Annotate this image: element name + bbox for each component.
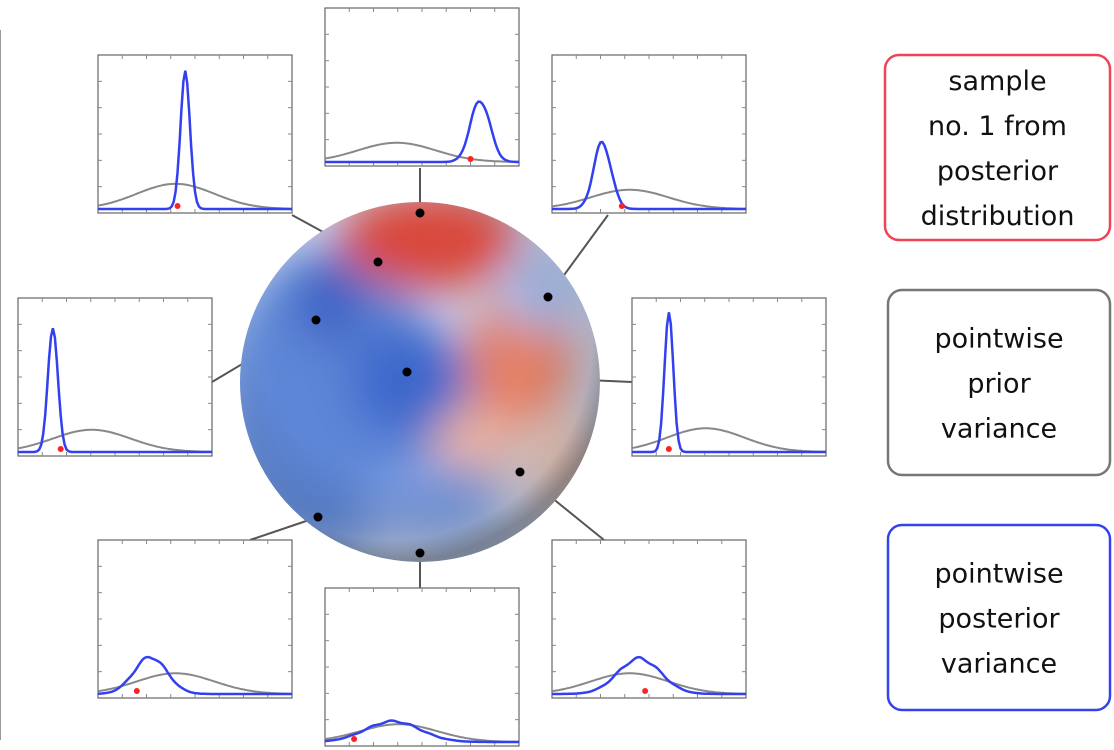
sample-point	[544, 293, 553, 302]
inset-plot	[552, 540, 746, 698]
legend: sample no. 1 from posterior distribution poi…	[885, 55, 1110, 710]
legend-label: variance	[941, 414, 1057, 445]
inset-plot	[18, 298, 212, 456]
legend-label: posterior	[938, 604, 1060, 635]
sample-point	[516, 468, 525, 477]
true-value	[642, 688, 648, 694]
legend-box: pointwise posterior variance	[888, 525, 1110, 710]
diagram: sample no. 1 from posterior distribution poi…	[0, 0, 1114, 750]
legend-label: pointwise	[934, 324, 1063, 355]
sample-point	[374, 258, 383, 267]
inset-plot	[98, 55, 292, 213]
true-value	[58, 446, 64, 452]
legend-label: no. 1 from	[928, 111, 1067, 142]
true-value	[666, 446, 672, 452]
plot-frame	[552, 55, 746, 213]
sample-point	[416, 209, 425, 218]
plot-frame	[552, 540, 746, 698]
legend-label: distribution	[921, 201, 1075, 232]
plot-frame	[325, 8, 519, 166]
sample-point	[416, 549, 425, 558]
true-value	[134, 688, 140, 694]
plot-frame	[325, 588, 519, 746]
legend-box: sample no. 1 from posterior distribution	[885, 55, 1110, 240]
legend-label: sample	[948, 66, 1046, 97]
legend-label: pointwise	[934, 559, 1063, 590]
legend-box: pointwise prior variance	[888, 290, 1110, 475]
inset-plot	[632, 298, 826, 456]
sample-point	[314, 513, 323, 522]
true-value	[619, 203, 625, 209]
sample-point	[312, 316, 321, 325]
sample-point	[403, 368, 412, 377]
plot-frame	[98, 540, 292, 698]
true-value	[175, 203, 181, 209]
inset-plot	[325, 588, 519, 746]
inset-plot	[552, 55, 746, 213]
legend-label: prior	[967, 369, 1031, 400]
true-value	[351, 736, 357, 742]
inset-plot	[98, 540, 292, 698]
legend-label: variance	[941, 649, 1057, 680]
inset-plot	[325, 8, 519, 166]
legend-label: posterior	[937, 156, 1059, 187]
page: {"boxes": [ {"lines": ["sample", "no. 1 …	[0, 0, 1114, 750]
sphere	[220, 190, 600, 562]
true-value	[468, 156, 474, 162]
